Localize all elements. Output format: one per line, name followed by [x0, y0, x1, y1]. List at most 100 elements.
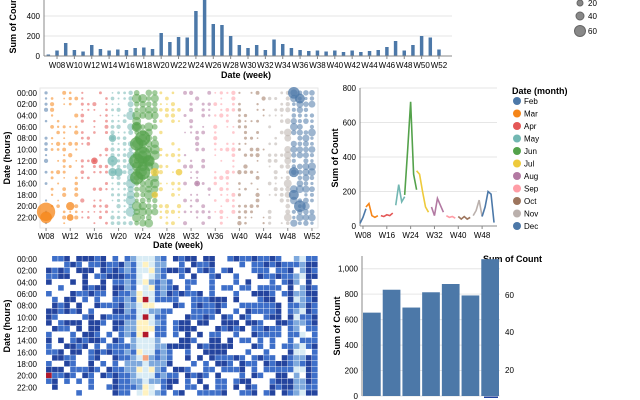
bubble	[68, 164, 72, 169]
heatmap-cell	[239, 366, 246, 373]
bubble	[237, 119, 242, 123]
heatmap-cell	[118, 378, 125, 384]
bubble	[250, 120, 253, 123]
bubble	[190, 193, 193, 196]
heatmap-cell	[179, 343, 185, 349]
heatmap-cell	[257, 285, 264, 291]
heatmap-cell	[257, 355, 264, 361]
heatmap-cell	[142, 261, 149, 268]
heatmap-cell	[172, 285, 179, 291]
weekly-bar	[150, 49, 155, 56]
heatmap-cell	[299, 384, 306, 390]
heatmap-cell	[221, 343, 227, 349]
heatmap-cell	[76, 366, 82, 373]
heatmap-cell	[221, 355, 227, 361]
month-line-x-tick: W32	[426, 231, 443, 240]
heatmap-cell	[245, 384, 252, 390]
heatmap-cell	[124, 355, 131, 361]
heatmap-cell	[251, 256, 258, 262]
bubble	[159, 153, 163, 157]
heatmap-cell	[172, 378, 179, 384]
heatmap-cell	[269, 279, 276, 285]
heatmap-cell	[100, 337, 107, 344]
month-line-y-title: Sum of Count	[330, 129, 340, 188]
bubble	[201, 158, 206, 163]
bubble	[99, 210, 102, 214]
heatmap-cell	[76, 349, 82, 355]
heatmap-cell	[172, 331, 179, 338]
heatmap-cell	[179, 366, 185, 373]
heatmap-cell	[136, 361, 143, 367]
heatmap-cell	[112, 372, 119, 379]
bubble	[195, 210, 199, 214]
bubble	[177, 153, 181, 157]
heatmap-cell	[263, 355, 270, 361]
bubble	[123, 182, 127, 185]
heatmap-cell	[275, 378, 282, 384]
bubble	[279, 119, 284, 123]
bubble	[292, 215, 296, 220]
bubble	[237, 193, 242, 197]
bubble	[243, 136, 248, 140]
heatmap-cell	[70, 320, 76, 326]
bubble	[195, 147, 199, 152]
bubble	[296, 180, 304, 187]
bubble	[139, 112, 147, 119]
heatmap-cell	[118, 314, 125, 320]
heatmap-cell	[154, 355, 161, 361]
bubble-large	[288, 167, 299, 178]
weekly-bar-y-tick: 0	[36, 52, 41, 61]
bubble	[74, 96, 79, 101]
heatmap-cell	[70, 308, 76, 314]
month-legend-label-jul: Jul	[524, 160, 534, 169]
bubble	[250, 91, 253, 94]
bubble	[274, 153, 278, 157]
bubble	[249, 136, 254, 140]
heatmap-cell	[172, 326, 179, 332]
heatmap-cell	[185, 267, 191, 274]
heatmap-cell	[118, 296, 125, 303]
bubble	[290, 123, 298, 131]
bubble	[238, 91, 241, 94]
bubble	[152, 101, 158, 107]
heatmap-cell	[112, 273, 119, 279]
bubble-matrix-x-tick: W12	[62, 232, 79, 241]
bubble	[62, 170, 66, 174]
heatmap-cell	[142, 308, 149, 314]
bubble	[131, 201, 142, 212]
bubble	[105, 221, 108, 225]
heatmap-cell	[148, 337, 155, 344]
heatmap-cell	[76, 378, 82, 384]
bubble-matrix-x-tick: W52	[304, 232, 321, 241]
bubble	[44, 119, 48, 123]
bubble	[50, 176, 54, 180]
bubble	[190, 176, 193, 179]
heatmap-cell	[148, 296, 155, 303]
bubble	[285, 209, 291, 215]
month-bar-y-tick: 0	[354, 392, 359, 400]
weekly-bar-x-tick: W36	[292, 61, 309, 70]
bubble	[280, 176, 283, 179]
bubble	[128, 96, 133, 101]
heatmap-y-axis: 00:0002:0004:0006:0008:0010:0012:0014:00…	[17, 255, 38, 392]
month-line-series-sep	[445, 214, 456, 219]
bubble	[63, 97, 66, 100]
bubble	[139, 185, 147, 193]
heatmap-cell	[154, 261, 161, 268]
bubble	[310, 159, 314, 163]
bubble	[189, 102, 193, 106]
bubble	[171, 119, 175, 123]
bubble	[116, 159, 121, 163]
bubble	[189, 210, 193, 213]
heatmap-cell	[82, 343, 88, 349]
bubble	[159, 130, 163, 135]
bubble	[219, 221, 223, 225]
weekly-bar	[246, 48, 250, 56]
bubble	[304, 113, 308, 118]
month-line-x-tick: W48	[474, 231, 491, 240]
heatmap-cell	[311, 302, 318, 309]
bubble	[63, 176, 66, 179]
weekly-bar-y-tick: 200	[27, 32, 41, 41]
bubble	[80, 170, 85, 175]
bubble	[297, 135, 303, 141]
